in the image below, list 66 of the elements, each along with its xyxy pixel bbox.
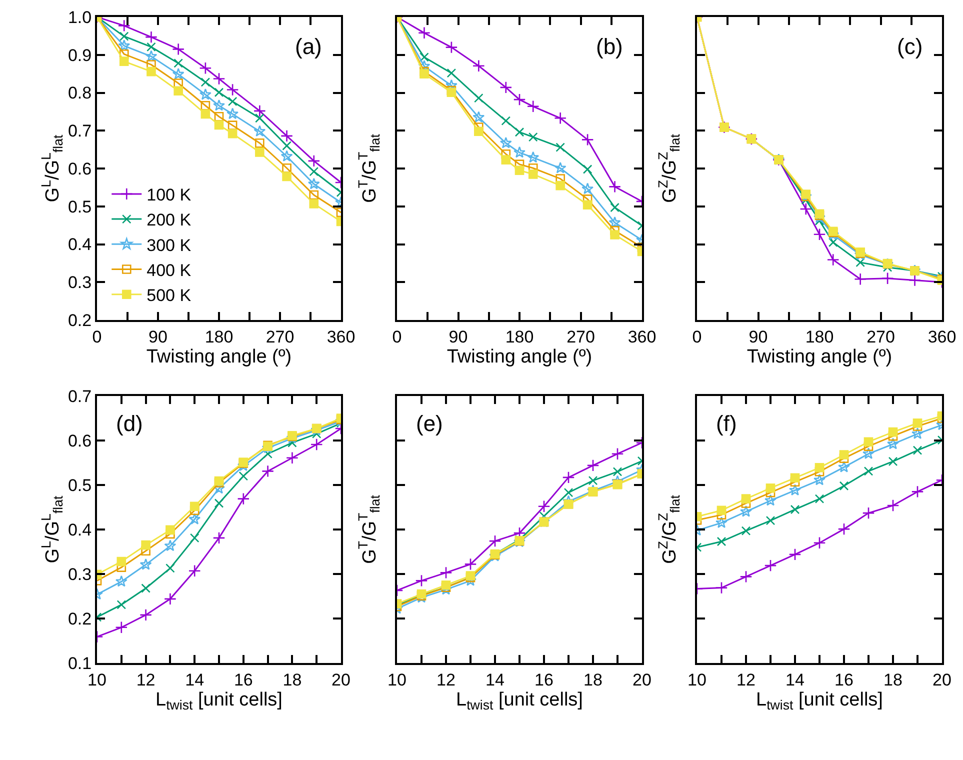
legend-label: 100 K xyxy=(146,186,192,205)
x-tick-label: 360 xyxy=(928,327,956,346)
x-tick-label: 0 xyxy=(92,327,102,346)
annotation: (a) xyxy=(295,34,322,59)
x-tick-label: 180 xyxy=(204,327,234,346)
x-tick-label: 180 xyxy=(805,327,834,346)
x-tick-label: 12 xyxy=(436,670,456,690)
annotation: (c) xyxy=(897,34,923,59)
y-tick-label: 0.3 xyxy=(68,564,92,584)
y-tick-label: 0.8 xyxy=(68,84,92,103)
x-axis-title: L$_{twist}$ [unit cells] xyxy=(156,689,282,712)
y-tick-label: 0.7 xyxy=(68,122,92,141)
y-tick-label: 0.5 xyxy=(68,476,92,495)
annotation: (f) xyxy=(716,411,737,436)
x-axis-title: Twisting angle (º) xyxy=(146,346,292,368)
y-tick-label: 0.2 xyxy=(68,609,92,628)
annotation: (b) xyxy=(596,34,623,59)
x-tick-label: 90 xyxy=(748,327,768,346)
y-tick-label: 0.6 xyxy=(68,159,92,178)
annotation: (e) xyxy=(416,411,443,436)
y-tick-label: 0.9 xyxy=(68,46,92,65)
y-tick-label: 0.5 xyxy=(68,197,92,216)
x-axis-title: Twisting angle (º) xyxy=(746,346,892,368)
y-tick-label: 0.7 xyxy=(68,386,92,406)
x-tick-label: 16 xyxy=(234,670,253,690)
x-tick-label: 360 xyxy=(326,327,356,346)
x-tick-label: 10 xyxy=(88,670,106,690)
y-tick-label: 0.2 xyxy=(68,310,92,330)
y-tick-label: 0.6 xyxy=(68,431,92,450)
x-tick-label: 10 xyxy=(388,670,406,690)
y-tick-label: 0.1 xyxy=(68,654,92,673)
legend-label: 400 K xyxy=(146,260,192,280)
x-tick-label: 10 xyxy=(688,670,706,690)
x-tick-label: 14 xyxy=(185,670,204,690)
x-tick-label: 180 xyxy=(505,327,534,346)
legend-label: 300 K xyxy=(146,236,192,255)
x-tick-label: 20 xyxy=(332,670,350,690)
annotation: (d) xyxy=(116,411,143,436)
x-tick-label: 16 xyxy=(834,670,854,690)
y-tick-label: 1.0 xyxy=(68,8,92,27)
y-tick-label: 0.4 xyxy=(68,520,92,540)
x-tick-label: 16 xyxy=(534,670,554,690)
x-tick-label: 12 xyxy=(136,670,156,690)
x-axis-title: L$_{twist}$ [unit cells] xyxy=(456,689,583,712)
x-tick-label: 20 xyxy=(932,670,952,690)
x-axis-title: Twisting angle (º) xyxy=(446,346,592,368)
x-tick-label: 90 xyxy=(448,327,468,346)
x-tick-label: 270 xyxy=(266,327,294,346)
x-tick-label: 270 xyxy=(866,327,895,346)
x-tick-label: 270 xyxy=(566,327,595,346)
y-tick-label: 0.3 xyxy=(68,273,92,292)
x-tick-label: 14 xyxy=(786,670,804,690)
legend-label: 500 K xyxy=(146,286,192,305)
x-tick-label: 18 xyxy=(884,670,902,690)
x-tick-label: 18 xyxy=(282,670,302,690)
x-tick-label: 90 xyxy=(148,327,168,346)
x-tick-label: 12 xyxy=(736,670,756,690)
legend-label: 200 K xyxy=(146,210,192,230)
y-tick-label: 0.4 xyxy=(68,235,92,254)
x-tick-label: 20 xyxy=(632,670,652,690)
x-tick-label: 360 xyxy=(628,327,656,346)
x-tick-label: 14 xyxy=(486,670,504,690)
x-tick-label: 0 xyxy=(692,327,702,346)
x-tick-label: 0 xyxy=(392,327,402,346)
x-axis-title: L$_{twist}$ [unit cells] xyxy=(756,689,883,712)
x-tick-label: 18 xyxy=(584,670,602,690)
